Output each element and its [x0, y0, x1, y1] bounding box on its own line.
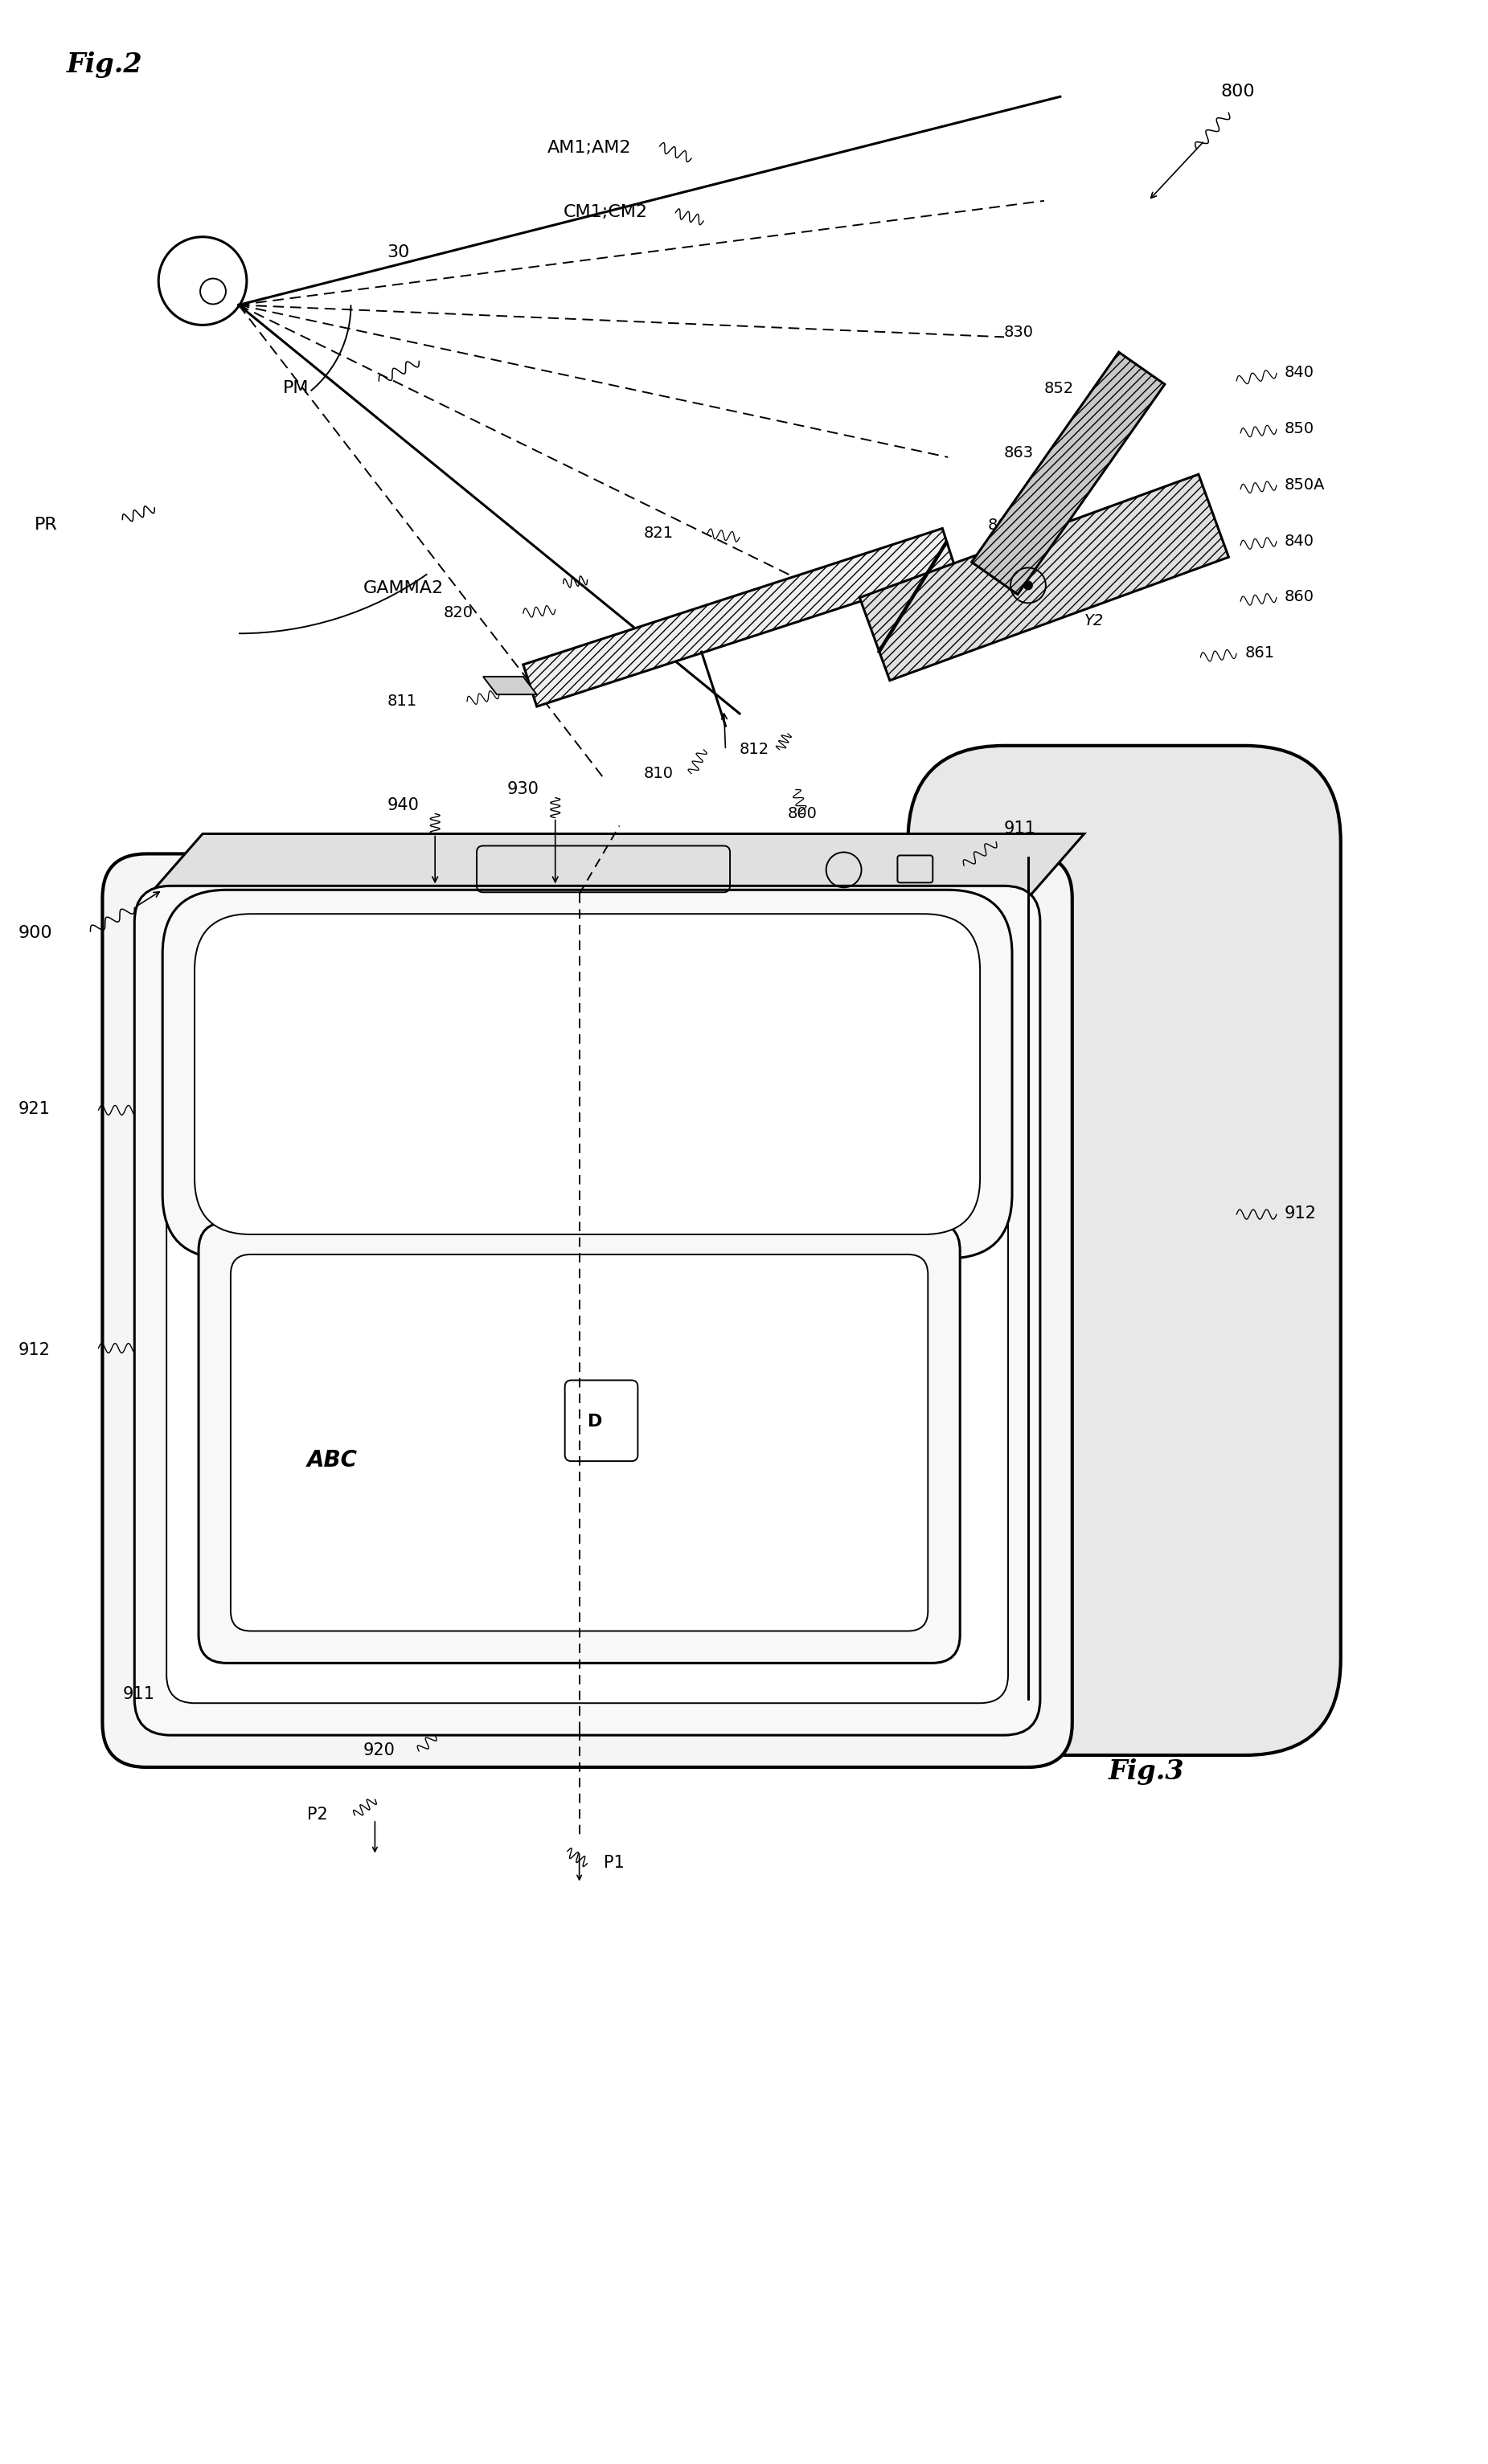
Polygon shape [860, 473, 1229, 680]
Text: Fig.2: Fig.2 [67, 52, 143, 79]
FancyBboxPatch shape [134, 887, 1040, 1735]
Text: 812: 812 [740, 742, 769, 756]
Text: 861: 861 [1244, 646, 1274, 660]
Text: 850: 850 [1284, 421, 1314, 436]
Text: 912: 912 [1284, 1205, 1317, 1222]
FancyBboxPatch shape [231, 1254, 929, 1631]
Text: 911: 911 [122, 1685, 155, 1703]
Text: 900: 900 [18, 924, 52, 941]
Text: 800: 800 [787, 806, 817, 821]
Text: 30: 30 [387, 244, 409, 261]
Text: 852: 852 [1045, 382, 1074, 397]
Text: 821: 821 [643, 525, 673, 540]
Text: P2: P2 [307, 1806, 327, 1823]
Text: PM: PM [283, 379, 310, 397]
Text: Fig.3: Fig.3 [1109, 1759, 1184, 1784]
Text: 850A: 850A [1284, 478, 1326, 493]
Text: 860: 860 [1284, 589, 1314, 604]
Text: 811: 811 [387, 692, 417, 710]
Text: 911: 911 [1004, 821, 1036, 838]
Text: 921: 921 [18, 1101, 51, 1119]
FancyBboxPatch shape [195, 914, 981, 1234]
FancyBboxPatch shape [167, 919, 1007, 1703]
Text: CM1;CM2: CM1;CM2 [564, 205, 647, 219]
Text: 862: 862 [988, 517, 1018, 532]
Polygon shape [524, 527, 955, 707]
Text: 840: 840 [1284, 365, 1314, 379]
Text: 863: 863 [1004, 446, 1034, 461]
FancyBboxPatch shape [162, 890, 1012, 1259]
Text: GAMMA2: GAMMA2 [363, 582, 443, 596]
Text: 963: 963 [564, 1262, 595, 1279]
Text: PR: PR [34, 517, 58, 532]
FancyBboxPatch shape [103, 855, 1073, 1767]
Polygon shape [972, 352, 1165, 594]
Text: 910: 910 [804, 1567, 836, 1582]
Text: 953: 953 [202, 1062, 235, 1077]
Text: 830: 830 [1004, 325, 1034, 340]
Text: 920: 920 [363, 1742, 394, 1759]
Circle shape [1024, 582, 1033, 591]
FancyBboxPatch shape [198, 1222, 960, 1663]
Text: D: D [588, 1414, 603, 1429]
Text: 912: 912 [18, 1343, 51, 1358]
Text: 930: 930 [507, 781, 539, 796]
Text: 810: 810 [643, 766, 673, 781]
Text: 940: 940 [387, 796, 420, 813]
Text: AM1;AM2: AM1;AM2 [548, 140, 631, 155]
Text: 800: 800 [1220, 84, 1254, 101]
Text: 820: 820 [443, 606, 473, 621]
Polygon shape [146, 833, 1085, 897]
Text: ABC: ABC [307, 1449, 357, 1471]
Text: Y2: Y2 [1085, 614, 1104, 628]
Text: 840: 840 [1284, 532, 1314, 549]
Polygon shape [484, 678, 537, 695]
FancyBboxPatch shape [908, 747, 1341, 1754]
Text: P1: P1 [603, 1855, 623, 1870]
